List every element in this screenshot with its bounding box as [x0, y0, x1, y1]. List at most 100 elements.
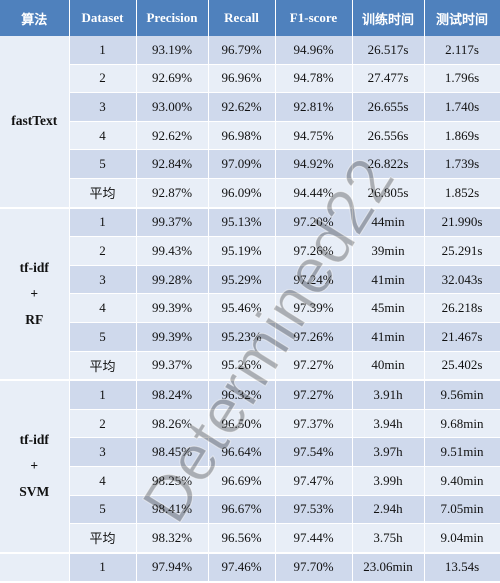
precision-cell: 98.24% — [136, 380, 209, 410]
table-row: 平均 98.32% 96.56% 97.44% 3.75h 9.04min — [0, 523, 500, 554]
table-row: 5 99.39% 95.23% 97.26% 41min 21.467s — [0, 322, 500, 352]
train-time-cell: 41min — [352, 322, 425, 352]
dataset-cell: 2 — [69, 64, 137, 94]
dataset-cell: 2 — [69, 409, 137, 439]
test-time-cell: 26.218s — [424, 293, 500, 323]
precision-cell: 99.28% — [136, 265, 209, 295]
header-dataset: Dataset — [69, 0, 137, 36]
train-time-cell: 41min — [352, 265, 425, 295]
test-time-cell: 1.869s — [424, 121, 500, 151]
precision-cell: 93.00% — [136, 92, 209, 122]
test-time-cell: 25.291s — [424, 236, 500, 266]
f1-score-cell: 97.27% — [275, 380, 353, 410]
precision-cell: 92.62% — [136, 121, 209, 151]
train-time-cell: 23.06min — [352, 552, 425, 583]
test-time-cell: 1.852s — [424, 178, 500, 209]
test-time-cell: 9.51min — [424, 437, 500, 467]
table-row: 2 98.26% 96.50% 97.37% 3.94h 9.68min — [0, 409, 500, 439]
recall-cell: 92.62% — [208, 92, 276, 122]
dataset-cell: 1 — [69, 380, 137, 410]
recall-cell: 96.64% — [208, 437, 276, 467]
dataset-cell: 平均 — [69, 523, 137, 554]
f1-score-cell: 94.75% — [275, 121, 353, 151]
f1-score-cell: 97.37% — [275, 409, 353, 439]
algorithm-label: tf-idf — [19, 259, 49, 275]
table-row: tf-idf + RF 1 99.37% 95.13% 97.20% 44min 21.990s — [0, 207, 500, 382]
train-time-cell: 27.477s — [352, 64, 425, 94]
f1-score-cell: 94.78% — [275, 64, 353, 94]
algorithm-cell — [0, 552, 70, 583]
dataset-cell: 4 — [69, 293, 137, 323]
precision-cell: 99.37% — [136, 351, 209, 382]
recall-cell: 96.96% — [208, 64, 276, 94]
table-row: 1 97.94% 97.46% 97.70% 23.06min 13.54s — [0, 552, 500, 583]
precision-cell: 99.39% — [136, 293, 209, 323]
recall-cell: 95.29% — [208, 265, 276, 295]
precision-cell: 93.19% — [136, 36, 209, 65]
train-time-cell: 45min — [352, 293, 425, 323]
test-time-cell: 9.68min — [424, 409, 500, 439]
test-time-cell: 9.40min — [424, 466, 500, 496]
train-time-cell: 39min — [352, 236, 425, 266]
algorithm-label: RF — [25, 311, 44, 327]
test-time-cell: 13.54s — [424, 552, 500, 583]
test-time-cell: 1.796s — [424, 64, 500, 94]
test-time-cell: 9.04min — [424, 523, 500, 554]
train-time-cell: 3.97h — [352, 437, 425, 467]
f1-score-cell: 97.26% — [275, 322, 353, 352]
precision-cell: 98.45% — [136, 437, 209, 467]
test-time-cell: 1.739s — [424, 149, 500, 179]
dataset-cell: 5 — [69, 149, 137, 179]
dataset-cell: 1 — [69, 552, 137, 583]
f1-score-cell: 97.70% — [275, 552, 353, 583]
f1-score-cell: 94.44% — [275, 178, 353, 209]
train-time-cell: 3.91h — [352, 380, 425, 410]
header-algorithm: 算法 — [0, 0, 70, 36]
f1-score-cell: 94.96% — [275, 36, 353, 65]
train-time-cell: 26.517s — [352, 36, 425, 65]
train-time-cell: 40min — [352, 351, 425, 382]
test-time-cell: 32.043s — [424, 265, 500, 295]
header-test-time: 测试时间 — [424, 0, 500, 36]
f1-score-cell: 97.26% — [275, 236, 353, 266]
f1-score-cell: 97.53% — [275, 495, 353, 525]
recall-cell: 96.32% — [208, 380, 276, 410]
table-row: 4 99.39% 95.46% 97.39% 45min 26.218s — [0, 293, 500, 323]
header-recall: Recall — [208, 0, 276, 36]
f1-score-cell: 97.54% — [275, 437, 353, 467]
header-row: 算法 Dataset Precision Recall F1-score 训练时… — [0, 0, 500, 36]
f1-score-cell: 97.44% — [275, 523, 353, 554]
header-train-time: 训练时间 — [352, 0, 425, 36]
dataset-cell: 3 — [69, 437, 137, 467]
train-time-cell: 26.556s — [352, 121, 425, 151]
test-time-cell: 1.740s — [424, 92, 500, 122]
recall-cell: 96.67% — [208, 495, 276, 525]
train-time-cell: 44min — [352, 207, 425, 238]
f1-score-cell: 97.39% — [275, 293, 353, 323]
table-row: 3 98.45% 96.64% 97.54% 3.97h 9.51min — [0, 437, 500, 467]
algorithm-label: fastText — [11, 113, 58, 129]
test-time-cell: 21.467s — [424, 322, 500, 352]
recall-cell: 95.13% — [208, 207, 276, 238]
table-row: 平均 92.87% 96.09% 94.44% 26.805s 1.852s — [0, 178, 500, 209]
recall-cell: 96.98% — [208, 121, 276, 151]
recall-cell: 96.50% — [208, 409, 276, 439]
precision-cell: 99.43% — [136, 236, 209, 266]
dataset-cell: 5 — [69, 322, 137, 352]
train-time-cell: 26.655s — [352, 92, 425, 122]
test-time-cell: 2.117s — [424, 36, 500, 65]
precision-cell: 98.41% — [136, 495, 209, 525]
f1-score-cell: 97.20% — [275, 207, 353, 238]
recall-cell: 97.46% — [208, 552, 276, 583]
precision-cell: 99.37% — [136, 207, 209, 238]
table-row: 3 99.28% 95.29% 97.24% 41min 32.043s — [0, 265, 500, 295]
recall-cell: 96.09% — [208, 178, 276, 209]
precision-cell: 98.25% — [136, 466, 209, 496]
f1-score-cell: 97.47% — [275, 466, 353, 496]
train-time-cell: 3.94h — [352, 409, 425, 439]
algorithm-cell: tf-idf + SVM — [0, 380, 70, 554]
precision-cell: 92.87% — [136, 178, 209, 209]
algorithm-cell: tf-idf + RF — [0, 207, 70, 382]
dataset-cell: 3 — [69, 265, 137, 295]
header-precision: Precision — [136, 0, 209, 36]
